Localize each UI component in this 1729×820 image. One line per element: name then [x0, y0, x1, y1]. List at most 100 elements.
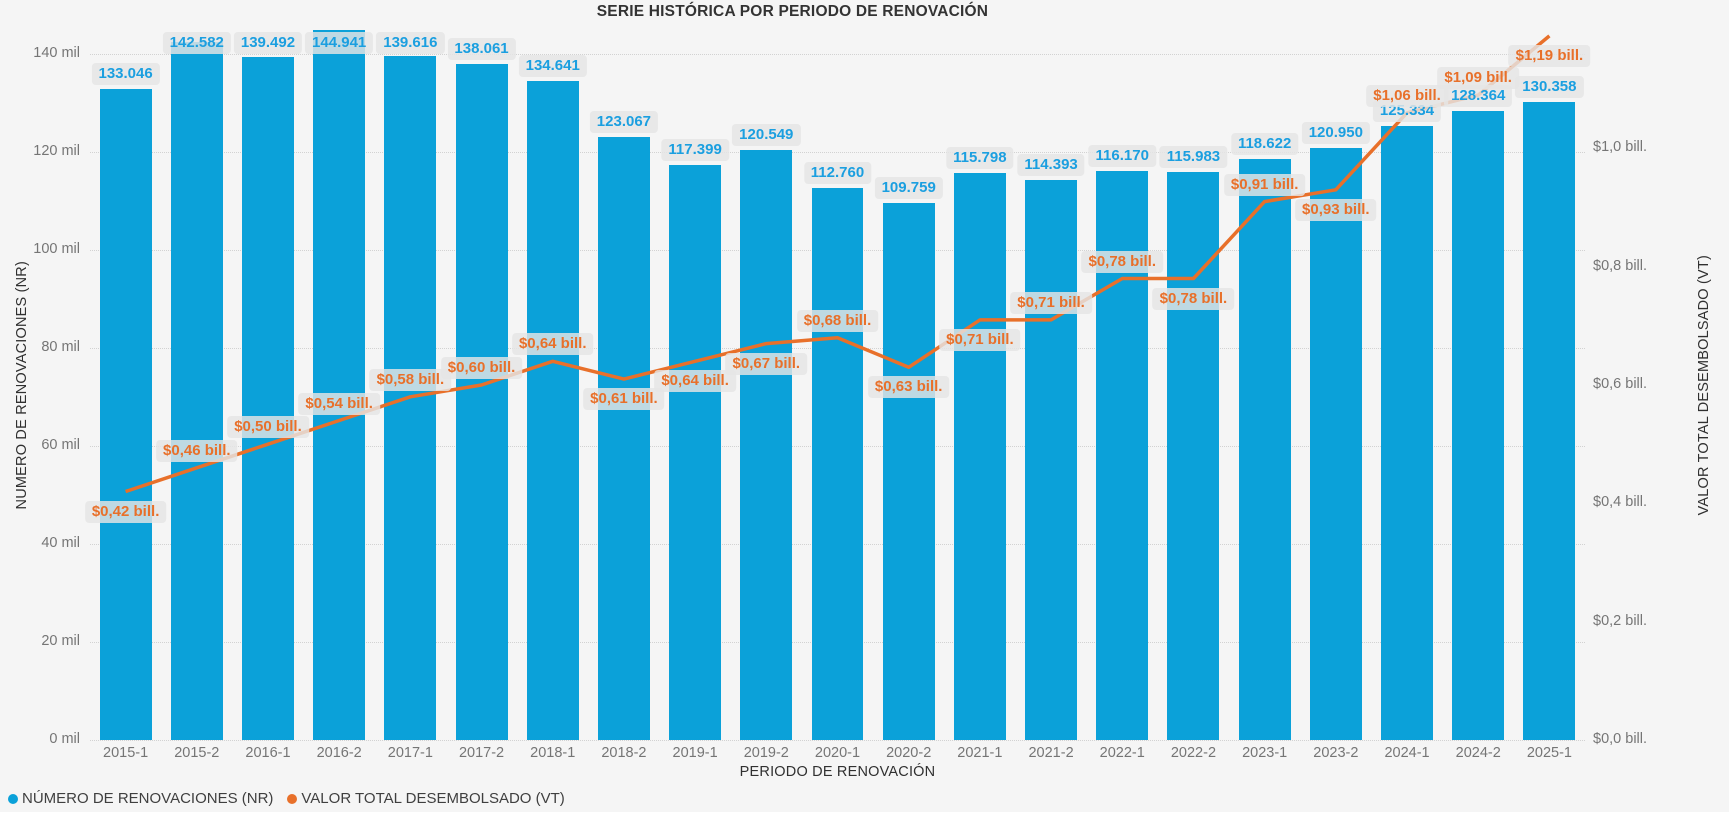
line-label-2024-1: $1,06 bill.: [1366, 84, 1448, 107]
y-axis-left-ticks: 0 mil 20 mil 40 mil 60 mil 80 mil 100 mil 120 …: [0, 30, 80, 747]
bar-2024-2[interactable]: [1452, 111, 1505, 740]
bar-2021-1[interactable]: [953, 173, 1006, 740]
bar-2020-1[interactable]: [811, 187, 864, 740]
x-label-2016-1: 2016-1: [245, 745, 291, 761]
y-left-tick: 120 mil: [33, 143, 80, 160]
bar-2022-2[interactable]: [1167, 172, 1220, 740]
bar-label-2020-2: 109.759: [874, 176, 943, 199]
y-right-tick: $0,4 bill.: [1593, 494, 1648, 511]
y-axis-right-ticks: $0,0 bill. $0,2 bill. $0,4 bill. $0,6 bill.…: [1593, 30, 1723, 747]
y-left-tick: 60 mil: [41, 437, 80, 454]
bar-label-2020-1: 112.760: [803, 161, 872, 184]
y-left-tick: 40 mil: [41, 535, 80, 552]
x-label-2023-1: 2023-1: [1242, 745, 1288, 761]
legend-label-vt: VALOR TOTAL DESEMBOLSADO (VT): [301, 790, 565, 807]
x-label-2017-2: 2017-2: [458, 745, 505, 761]
legend-label-nr: NÚMERO DE RENOVACIONES (NR): [22, 790, 274, 807]
gridline: [90, 54, 1585, 56]
bar-2017-2[interactable]: [455, 63, 508, 740]
line-label-2022-2: $0,78 bill.: [1152, 287, 1235, 310]
y-right-tick: $0,8 bill.: [1593, 257, 1648, 274]
x-label-2021-1: 2021-1: [957, 745, 1003, 761]
bar-label-2025-1: 130.358: [1515, 75, 1584, 98]
x-label-2022-1: 2022-1: [1099, 745, 1145, 761]
y-left-tick: 100 mil: [33, 241, 80, 258]
x-label-2020-1: 2020-1: [814, 745, 861, 761]
x-label-2022-2: 2022-2: [1170, 745, 1217, 761]
bar-label-2024-2: 128.364: [1444, 85, 1513, 108]
bar-label-2021-2: 114.393: [1017, 153, 1085, 176]
bar-2016-1[interactable]: [241, 56, 294, 740]
x-label-2024-2: 2024-2: [1455, 745, 1501, 761]
x-label-2024-1: 2024-1: [1384, 745, 1430, 761]
line-label-2015-1: $0,42 bill.: [84, 500, 167, 523]
legend-item-vt[interactable]: VALOR TOTAL DESEMBOLSADO (VT): [287, 790, 565, 807]
x-label-2019-1: 2019-1: [672, 745, 718, 761]
y-left-tick: 0 mil: [49, 731, 80, 747]
bar-label-2021-1: 115.798: [946, 146, 1014, 169]
bar-label-2017-2: 138.061: [447, 37, 516, 60]
bar-2019-2[interactable]: [740, 149, 793, 740]
line-label-2020-2: $0,63 bill.: [867, 376, 950, 399]
y-right-tick: $0,2 bill.: [1593, 612, 1648, 629]
line-label-2015-2: $0,46 bill.: [156, 439, 238, 462]
bar-2015-2[interactable]: [170, 41, 223, 740]
line-label-2017-1: $0,58 bill.: [369, 368, 452, 391]
bar-2023-2[interactable]: [1309, 147, 1362, 740]
bar-2016-2[interactable]: [313, 30, 366, 740]
gridline: [90, 152, 1585, 154]
bottom-strip: [0, 812, 1729, 820]
bar-2018-2[interactable]: [597, 137, 650, 740]
bar-2025-1[interactable]: [1523, 101, 1576, 740]
bar-label-2015-2: 142.582: [162, 32, 231, 54]
bar-2020-2[interactable]: [882, 202, 935, 740]
bar-label-2016-2: 144.941: [305, 32, 374, 54]
x-axis-title: PERIODO DE RENOVACIÓN: [739, 764, 936, 780]
bar-2024-1[interactable]: [1381, 126, 1433, 740]
y-left-tick: 140 mil: [33, 45, 80, 62]
legend: NÚMERO DE RENOVACIONES (NR) VALOR TOTAL …: [8, 790, 565, 807]
bar-label-2023-1: 118.622: [1230, 133, 1299, 156]
line-label-2016-2: $0,54 bill.: [298, 392, 380, 415]
line-label-2019-2: $0,67 bill.: [725, 352, 808, 375]
bar-2021-2[interactable]: [1025, 179, 1078, 740]
bar-label-2018-2: 123.067: [589, 111, 659, 134]
x-label-2019-2: 2019-2: [743, 745, 789, 761]
chart-title: SERIE HISTÓRICA POR PERIODO DE RENOVACIÓ…: [596, 3, 989, 20]
line-label-2024-2: $1,09 bill.: [1437, 67, 1519, 90]
x-label-2018-2: 2018-2: [601, 745, 647, 761]
bar-2015-1[interactable]: [99, 88, 152, 740]
x-label-2015-1: 2015-1: [103, 745, 149, 761]
line-label-2023-1: $0,91 bill.: [1223, 173, 1306, 196]
x-label-2020-2: 2020-2: [886, 745, 932, 761]
line-label-2020-1: $0,68 bill.: [796, 309, 879, 332]
bar-label-2015-1: 133.046: [91, 62, 160, 85]
line-label-2016-1: $0,50 bill.: [227, 416, 309, 439]
bar-2019-1[interactable]: [669, 165, 722, 740]
line-label-2021-1: $0,71 bill.: [939, 328, 1021, 351]
x-label-2016-2: 2016-2: [316, 745, 362, 761]
bar-label-2019-2: 120.549: [732, 123, 801, 146]
bar-label-2018-1: 134.641: [518, 54, 587, 77]
x-label-2023-2: 2023-2: [1313, 745, 1359, 761]
legend-dot-bar-series: [8, 793, 18, 804]
bar-label-2016-1: 139.492: [233, 32, 303, 54]
line-label-2017-2: $0,60 bill.: [440, 357, 523, 379]
bar-label-2017-1: 139.616: [376, 32, 445, 54]
x-label-2025-1: 2025-1: [1526, 745, 1572, 761]
legend-dot-line-series: [287, 793, 298, 804]
line-label-2018-2: $0,61 bill.: [583, 388, 665, 411]
bar-2023-1[interactable]: [1238, 159, 1291, 740]
legend-item-nr[interactable]: NÚMERO DE RENOVACIONES (NR): [8, 790, 273, 807]
line-label-2021-2: $0,71 bill.: [1010, 291, 1092, 314]
plot-area: 133.046 142.582 139.492 144.941 139.616 138.0…: [84, 30, 1591, 741]
y-right-tick: $1,0 bill.: [1593, 139, 1648, 156]
line-label-2023-2: $0,93 bill.: [1295, 198, 1377, 221]
bar-label-2019-1: 117.399: [661, 139, 729, 162]
x-axis-labels: 2015-1 2015-2 2016-1 2016-2 2017-1 2017-2 2018…: [90, 745, 1585, 763]
x-label-2021-2: 2021-2: [1028, 745, 1074, 761]
x-label-2017-1: 2017-1: [387, 745, 433, 761]
y-right-tick: $0,6 bill.: [1593, 376, 1648, 392]
bar-2018-1[interactable]: [526, 80, 579, 740]
